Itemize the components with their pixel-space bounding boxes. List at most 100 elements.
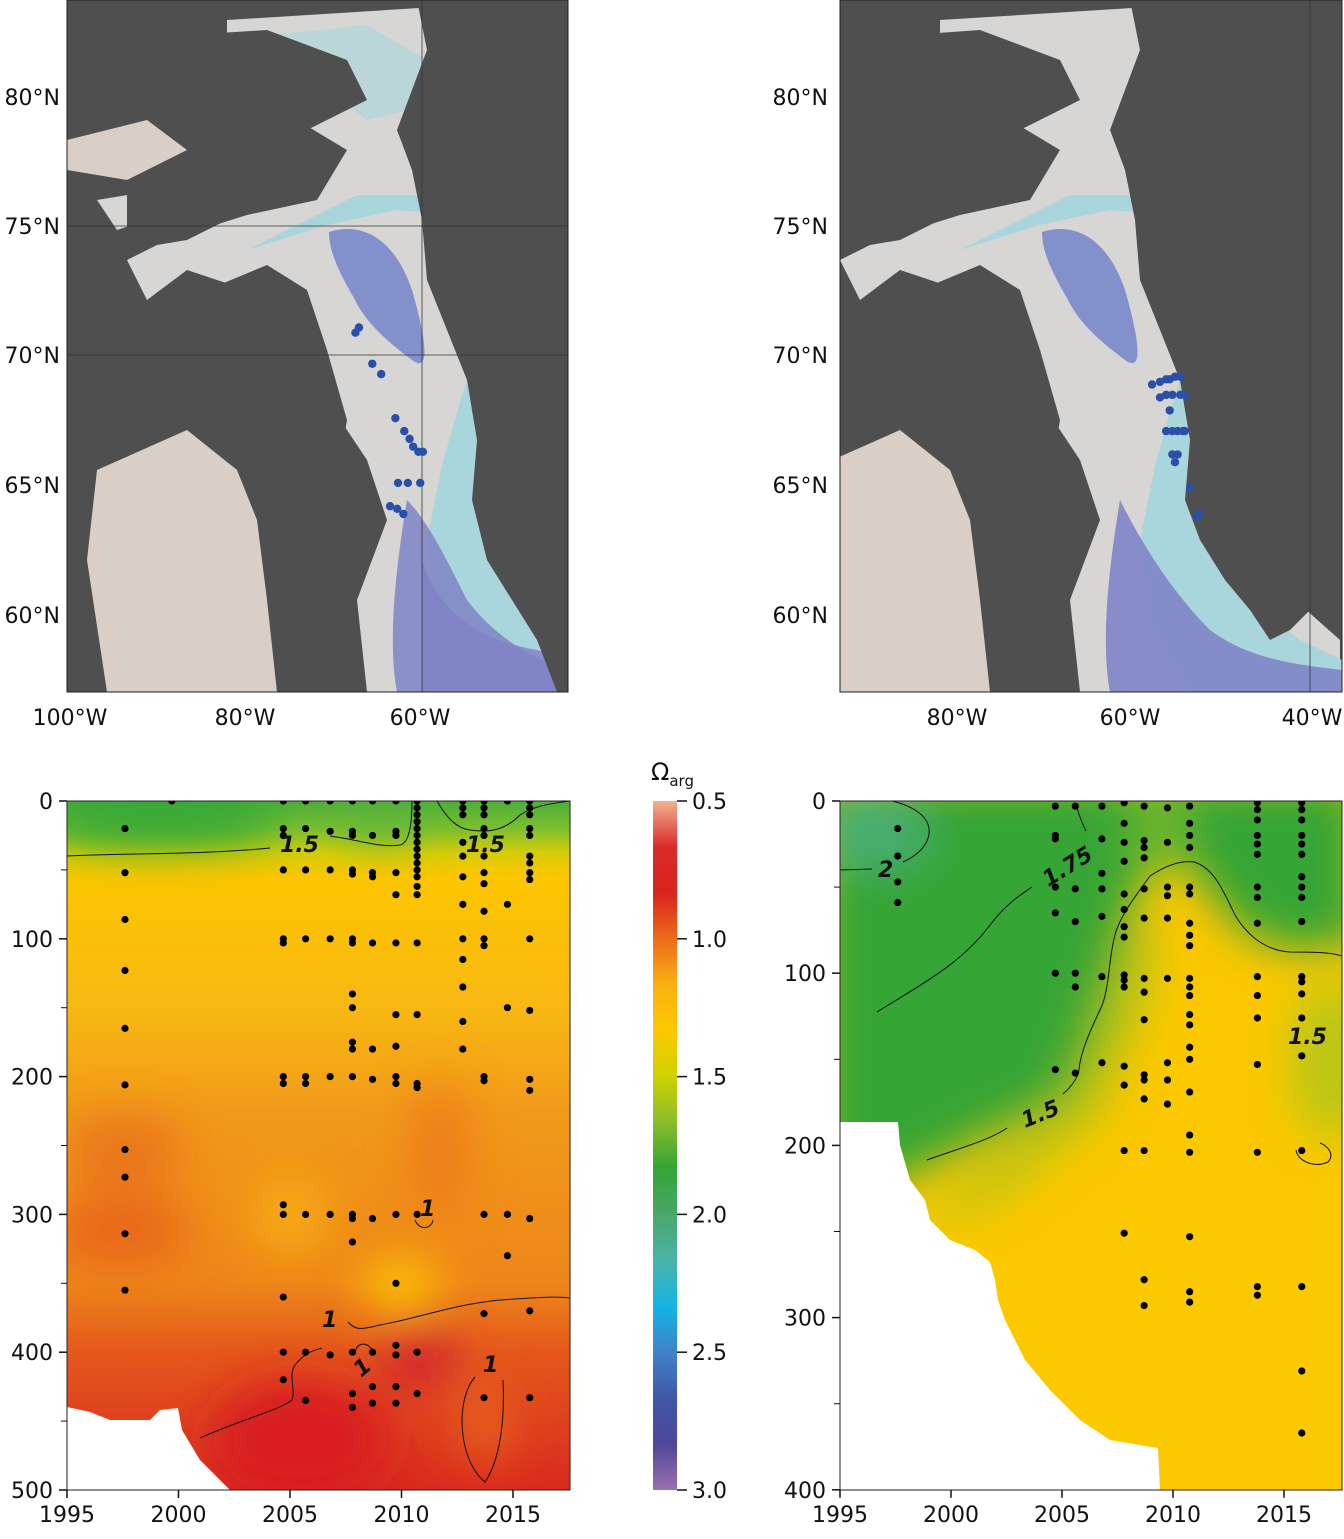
sample-point [1051,802,1059,810]
y-tick-label: 400 [784,1479,826,1504]
sample-point [1120,890,1128,898]
sample-point [1253,973,1261,981]
sample-point [1071,1069,1079,1077]
station-marker [400,426,409,436]
section-right-mask [840,1122,1160,1490]
sample-point [368,1399,377,1407]
contour-label: 1 [322,1308,337,1333]
station-marker [1180,426,1189,436]
sample-point [894,878,902,886]
colorbar: Ωarg 0.5 1.0 1.5 2.0 2.5 3.0 [651,758,727,1504]
sample-point [121,1173,129,1181]
sample-point [1163,892,1172,900]
station-marker [1170,457,1180,467]
sample-point [348,1214,357,1223]
sample-point [1253,840,1261,848]
station-marker [1176,372,1185,381]
sample-point [1186,991,1194,1000]
sample-point [480,824,488,833]
sample-point [1098,1059,1106,1067]
sample-point [1120,923,1128,931]
sample-point [1298,806,1306,814]
colorbar-gradient [653,801,677,1490]
sample-point [1098,885,1106,893]
sample-point [1186,1021,1194,1029]
sample-point [459,983,467,991]
station-marker [368,359,377,368]
sample-point [1253,893,1261,902]
sample-point [1186,1055,1194,1063]
sample-point [1298,973,1306,981]
map-right-lat-labels: 80°N 75°N 70°N 65°N 60°N [773,86,828,629]
sample-point [368,939,377,947]
sample-point [348,1389,357,1398]
station-marker [392,504,402,514]
lon-tick-label: 60°W [390,706,451,731]
sample-point [368,1383,377,1391]
sample-point [121,1230,129,1238]
lon-tick-label: 60°W [1100,706,1161,731]
map-left-stations [351,323,428,519]
sample-point [1253,816,1261,824]
sample-point [279,1376,287,1384]
sample-point [526,811,534,819]
y-tick-label: 300 [784,1307,826,1332]
sample-point [894,898,902,907]
sample-point [526,801,534,805]
sample-point [279,801,287,805]
section-left-axes: 1995 2000 2005 2010 2015 0 100 200 300 400 500 [11,790,541,1528]
sample-point [503,1004,512,1012]
sample-point [413,1210,421,1218]
sample-point [413,852,421,860]
sample-point [480,804,488,812]
sample-point [503,1252,512,1260]
lon-tick-label: 80°W [927,706,988,731]
sample-point [1120,857,1128,865]
sample-point [413,831,421,840]
station-marker [1180,390,1189,400]
x-tick-label: 1995 [812,1503,868,1528]
colorbar-ticks: 0.5 1.0 1.5 2.0 2.5 3.0 [677,790,727,1504]
sample-point [1298,990,1306,998]
station-marker [405,434,414,444]
sample-point [302,1079,310,1088]
sample-point [480,811,488,819]
station-marker [1161,426,1171,436]
sample-point [326,1210,334,1218]
station-marker [393,478,403,488]
sample-point [302,1396,310,1405]
sample-point [302,1073,310,1081]
sample-point [1253,850,1261,858]
x-tick-label: 2015 [485,1503,541,1528]
sample-point [1298,831,1306,840]
sample-point [1051,1066,1059,1074]
sample-point [894,852,902,860]
sample-point [459,935,467,943]
contour-label: 2 [878,858,893,883]
sample-point [279,1079,287,1088]
lat-tick-label: 75°N [5,215,60,240]
sample-point [1098,912,1106,920]
sample-point [526,875,534,884]
sample-point [1140,1095,1148,1103]
station-marker [1161,390,1171,400]
sample-point [413,811,421,819]
sample-point [1253,1291,1261,1299]
section-right-contours [840,801,1342,1165]
map-right-stations [1147,372,1204,521]
sample-point [1298,1367,1306,1375]
sample-point [392,1383,400,1391]
sample-point [121,966,129,975]
sample-point [1186,802,1194,810]
sample-point [526,831,534,840]
sample-point [1120,983,1128,991]
lat-tick-label: 65°N [773,474,828,499]
sample-point [526,1394,534,1402]
sample-point [503,1210,512,1218]
sample-point [1071,969,1079,977]
sample-point [348,1348,357,1356]
sample-point [1186,1131,1194,1139]
sample-point [392,1279,400,1287]
lat-tick-label: 65°N [5,474,60,499]
